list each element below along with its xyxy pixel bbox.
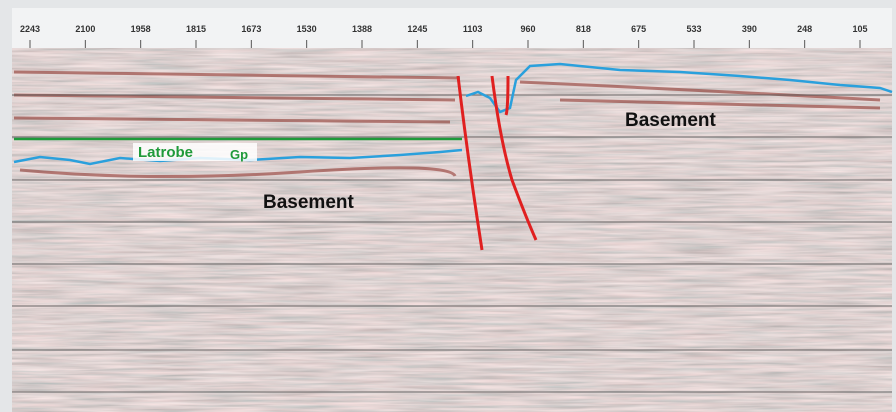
basement-horizon-uplift — [465, 62, 893, 114]
trace-label: 1530 — [297, 24, 317, 34]
faults — [456, 75, 538, 251]
basement-label: Basement — [263, 192, 354, 213]
trace-label: 818 — [576, 24, 591, 34]
formation-label: Latrobe — [138, 144, 193, 161]
trace-label: 390 — [742, 24, 757, 34]
grid — [12, 94, 892, 393]
trace-label: 1388 — [352, 24, 372, 34]
trace-label: 248 — [797, 24, 812, 34]
trace-label: 1103 — [463, 24, 483, 34]
seismic-texture — [12, 48, 892, 412]
trace-label: 533 — [686, 24, 701, 34]
trace-label: 2243 — [20, 24, 40, 34]
trace-label: 1958 — [131, 24, 151, 34]
trace-label: 1815 — [186, 24, 206, 34]
formation-suffix: Gp — [230, 147, 248, 162]
basement-label: Basement — [625, 110, 716, 131]
label-bg — [133, 143, 257, 161]
trace-label: 1673 — [241, 24, 261, 34]
trace-label: 1245 — [407, 24, 427, 34]
trace-label: 105 — [852, 24, 867, 34]
trace-label: 960 — [520, 24, 535, 34]
trace-axis: 2243 2100 1958 1815 1673 1530 1388 1245 1103 960 8… — [20, 24, 868, 48]
trace-label: 2100 — [75, 24, 95, 34]
axis-strip — [12, 8, 892, 48]
trace-label: 675 — [631, 24, 646, 34]
reflectors — [13, 70, 881, 179]
